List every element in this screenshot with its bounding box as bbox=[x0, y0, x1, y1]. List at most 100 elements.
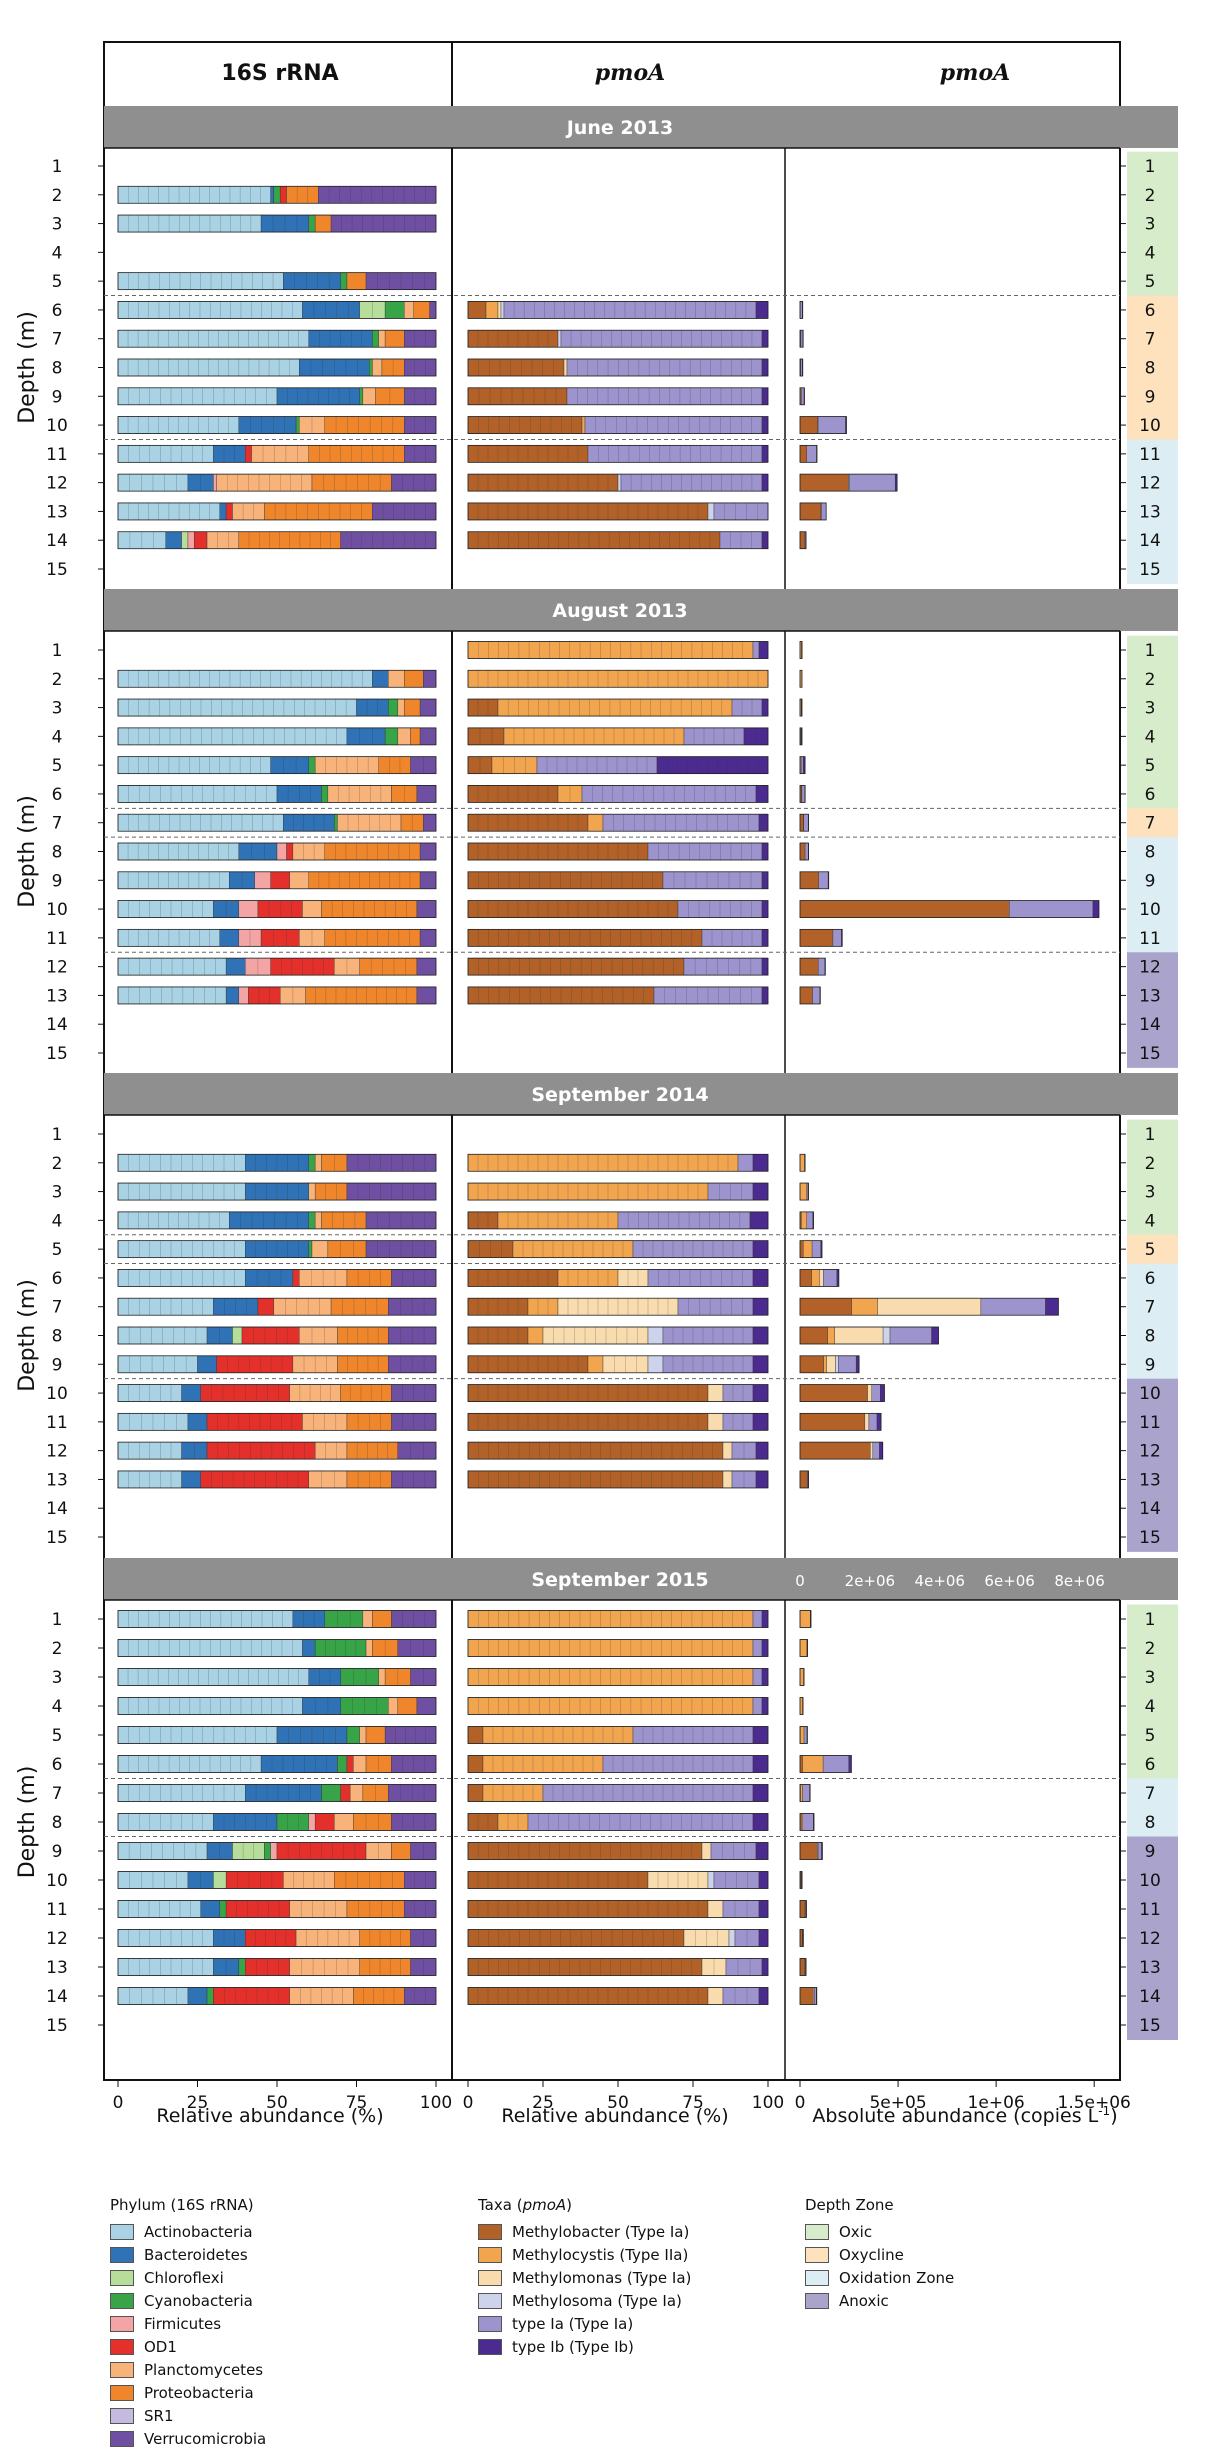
bar-pmoa-depth-6-seg bbox=[752, 1755, 769, 1773]
bar-16s-depth-6-outline bbox=[117, 1755, 437, 1773]
abs-tick-label: 8e+06 bbox=[1054, 1572, 1104, 1590]
depth-tick-label: 4 bbox=[52, 727, 63, 747]
bar-pmoa-depth-9-seg bbox=[701, 1842, 712, 1860]
bar-pmoa-depth-3-seg bbox=[761, 698, 769, 717]
bar-16s-depth-4-seg bbox=[419, 727, 437, 746]
bar-pmoa-depth-6-seg bbox=[497, 301, 502, 319]
bar-16s-depth-5-seg bbox=[117, 756, 271, 774]
bar-16s-depth-14-seg bbox=[340, 531, 437, 549]
bar-pmoa-depth-4-seg bbox=[467, 727, 505, 746]
bar-pmoa-depth-13-outline bbox=[467, 986, 769, 1005]
abs-bar-depth-7-seg bbox=[799, 814, 804, 832]
bar-pmoa-depth-7-seg bbox=[467, 1784, 484, 1802]
bar-pmoa-depth-13-outline bbox=[467, 1958, 769, 1976]
bar-16s-depth-11-outline bbox=[117, 1412, 437, 1431]
bar-16s-depth-8-seg bbox=[241, 1326, 300, 1345]
bar-16s-depth-12-seg bbox=[244, 1929, 297, 1947]
abs-bar-depth-6-seg bbox=[799, 1269, 812, 1287]
x-tick-pmoa-label: 50 bbox=[607, 2093, 629, 2113]
bar-16s-depth-2-seg bbox=[279, 186, 287, 204]
y-axis-label: Depth (m) bbox=[15, 311, 40, 424]
legend-phylum-swatch bbox=[110, 2223, 134, 2240]
legend-taxa-swatch bbox=[478, 2223, 502, 2240]
abs-bar-depth-11 bbox=[799, 444, 818, 463]
xlabel-pmoa-abs: Absolute abundance (copies L-1) bbox=[812, 2104, 1117, 2127]
bar-pmoa-depth-9-seg bbox=[587, 1355, 604, 1373]
zone-cell bbox=[1127, 1807, 1178, 1837]
legend-phylum-label: Cyanobacteria bbox=[144, 2291, 253, 2310]
abs-bar-depth-14-seg bbox=[814, 1987, 817, 2005]
zone-depth-label: 7 bbox=[1145, 1784, 1156, 1804]
bar-16s-depth-5-outline bbox=[117, 756, 437, 775]
bar-16s-depth-9-seg bbox=[117, 871, 230, 889]
bar-16s-depth-5-outline bbox=[117, 1726, 437, 1744]
zone-cell bbox=[1127, 894, 1178, 924]
bar-16s-depth-2-seg bbox=[404, 670, 424, 688]
bar-16s-depth-11-seg bbox=[289, 1900, 348, 1918]
bar-16s-depth-8-seg bbox=[308, 1813, 316, 1831]
depth-tick-label: 3 bbox=[52, 699, 63, 719]
bar-16s-depth-13-outline bbox=[117, 1958, 437, 1976]
bar-16s-depth-11-seg bbox=[219, 1900, 227, 1918]
abs-bar-depth-8-seg bbox=[804, 842, 809, 861]
abs-bar-depth-8-seg bbox=[889, 1326, 932, 1345]
bar-16s-depth-10-seg bbox=[225, 1871, 284, 1889]
bar-16s-depth-3-outline bbox=[117, 1668, 437, 1686]
abs-bar-depth-8 bbox=[799, 1326, 939, 1345]
bar-16s-depth-12-seg bbox=[416, 957, 437, 976]
bar-16s-depth-8-seg bbox=[238, 842, 278, 861]
abs-bar-depth-4 bbox=[799, 1211, 814, 1230]
legend-phylum-swatch bbox=[110, 2338, 134, 2355]
abs-bar-depth-10-seg bbox=[817, 416, 846, 434]
zone-cell bbox=[1127, 237, 1178, 268]
abs-bar-depth-13-seg bbox=[821, 502, 827, 521]
abs-bar-depth-12-seg bbox=[870, 1441, 874, 1460]
bar-16s-depth-10-seg bbox=[289, 1384, 341, 1402]
zone-depth-label: 6 bbox=[1145, 1755, 1156, 1775]
bar-pmoa-depth-12-seg bbox=[683, 957, 763, 976]
legend-phylum-item: Actinobacteria bbox=[110, 2220, 266, 2243]
bar-16s-depth-2-outline bbox=[117, 1153, 437, 1172]
x-tick-abs-label: 5e+05 bbox=[869, 2093, 926, 2113]
depth-tick-label: 5 bbox=[52, 1240, 63, 1260]
depth-tick-label: 15 bbox=[46, 1044, 68, 1064]
bar-16s-depth-9-outline bbox=[117, 871, 437, 890]
zone-cell bbox=[1127, 1234, 1178, 1265]
abs-bar-depth-6-seg bbox=[800, 301, 803, 319]
bar-16s-depth-10-outline bbox=[117, 900, 437, 918]
zone-depth-label: 9 bbox=[1145, 1842, 1156, 1862]
bar-pmoa-depth-12-seg bbox=[761, 473, 769, 492]
abs-bar-depth-8-seg bbox=[799, 842, 806, 861]
bar-pmoa-depth-9-seg bbox=[467, 387, 568, 405]
legend-zones-title: Depth Zone bbox=[805, 2196, 894, 2214]
bar-16s-depth-9-seg bbox=[419, 871, 437, 889]
abs-bar-depth-10-seg bbox=[799, 416, 818, 434]
bar-pmoa-depth-14-seg bbox=[722, 1987, 760, 2005]
abs-bar-depth-9-seg bbox=[826, 1355, 836, 1373]
bar-16s-depth-7-seg bbox=[117, 330, 310, 348]
bar-16s-depth-14-seg bbox=[194, 531, 208, 549]
depth-tick-label: 13 bbox=[46, 1470, 68, 1490]
abs-bar-depth-13-seg bbox=[799, 1958, 805, 1976]
abs-bar-depth-11-seg bbox=[799, 445, 807, 463]
bar-16s-depth-8-seg bbox=[292, 842, 325, 861]
bar-pmoa-depth-2-outline bbox=[467, 669, 769, 688]
zone-depth-label: 12 bbox=[1139, 474, 1161, 494]
bar-pmoa-depth-2-seg bbox=[752, 1639, 763, 1657]
bar-16s-depth-2-outline bbox=[117, 669, 437, 688]
bar-pmoa-depth-14-outline bbox=[467, 1987, 769, 2005]
bar-16s-depth-10-seg bbox=[324, 416, 405, 434]
abs-bar-depth-9 bbox=[799, 1842, 823, 1860]
bar-16s-depth-12-seg bbox=[213, 1929, 246, 1947]
bar-16s-depth-3-seg bbox=[314, 1182, 348, 1201]
abs-bar-depth-8-seg bbox=[799, 1326, 828, 1345]
abs-bar-depth-10-seg bbox=[1092, 900, 1100, 918]
zone-cell bbox=[1127, 1407, 1178, 1437]
bar-pmoa-depth-2-seg bbox=[467, 1154, 739, 1172]
zone-cell bbox=[1127, 410, 1178, 440]
zone-cell bbox=[1127, 1349, 1178, 1380]
bar-pmoa-depth-2-outline bbox=[467, 1639, 769, 1657]
bar-pmoa-depth-7-outline bbox=[467, 1297, 769, 1316]
zone-depth-label: 8 bbox=[1145, 843, 1156, 863]
legend-phylum-item: OD1 bbox=[110, 2335, 266, 2358]
